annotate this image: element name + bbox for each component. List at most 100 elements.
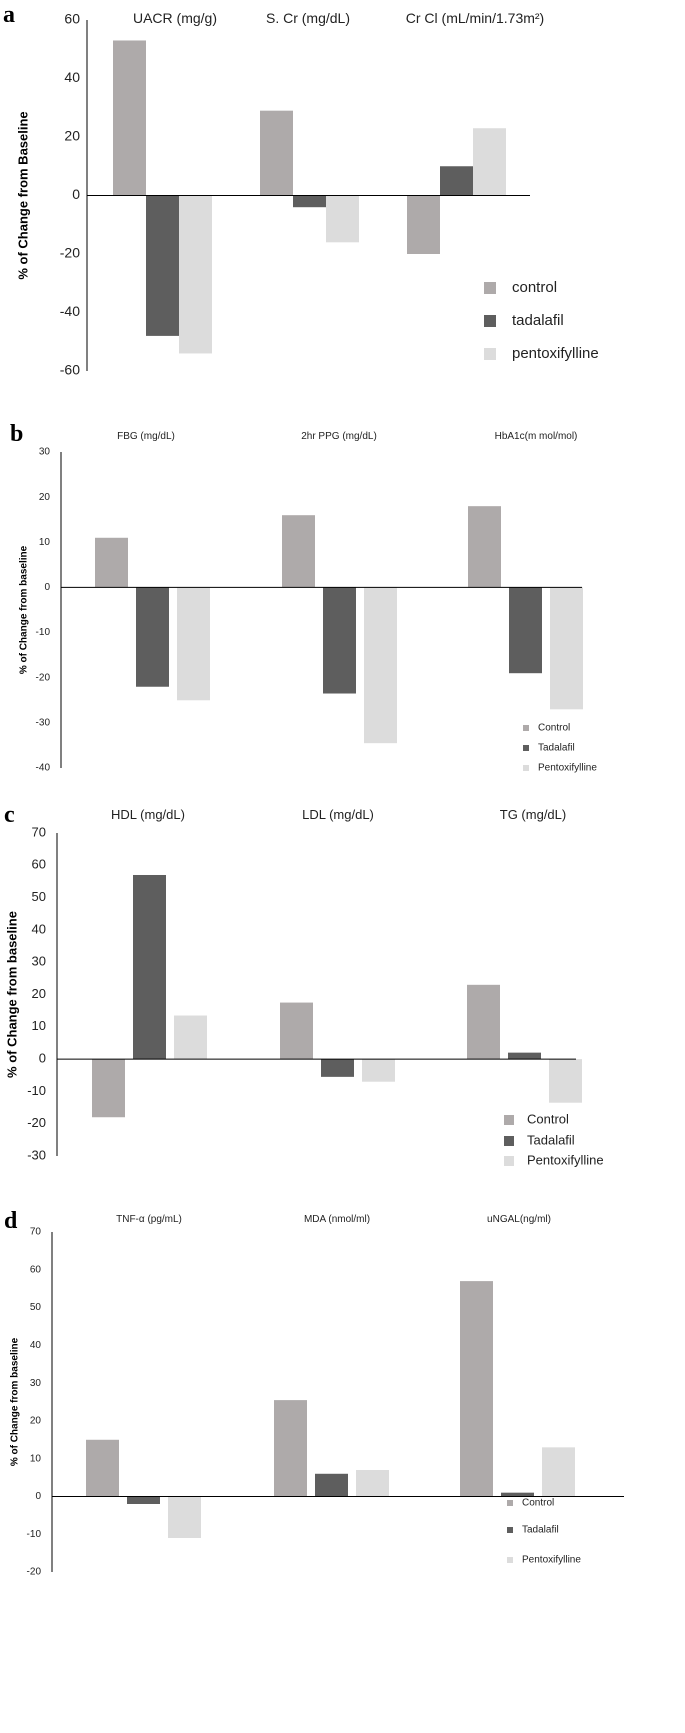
legend-swatch-pentoxifylline [507,1557,513,1563]
legend-swatch-tadalafil [523,745,529,751]
category-label: TNF-α (pg/mL) [116,1214,182,1225]
y-tick-label: 0 [39,1051,46,1066]
y-tick-label: 50 [30,1302,42,1313]
legend-swatch-pentoxifylline [484,348,496,360]
category-label: Cr Cl (mL/min/1.73m²) [406,10,544,26]
y-tick-label: 20 [39,492,51,503]
category-label: UACR (mg/g) [133,10,217,26]
y-tick-label: 40 [64,69,80,85]
category-label: 2hr PPG (mg/dL) [301,431,377,442]
bar-control-3 [460,1281,493,1497]
y-tick-label: 10 [30,1453,42,1464]
category-label: HDL (mg/dL) [111,807,185,822]
panel-letter-d: d [4,1208,18,1234]
bar-tadalafil-3 [501,1492,534,1497]
bar-tadalafil-1 [146,195,179,336]
legend-label-pentoxifylline: pentoxifylline [512,345,599,362]
y-tick-label: -30 [27,1147,46,1162]
legend-label-pentoxifylline: Pentoxifylline [527,1152,604,1167]
legend-swatch-control [523,725,529,731]
bar-control-3 [407,195,440,254]
y-tick-label: 20 [32,986,46,1001]
y-tick-label: 50 [32,889,46,904]
bar-pentoxifylline-3 [473,128,506,196]
y-tick-label: -20 [36,672,51,683]
legend-swatch-tadalafil [484,315,496,327]
bar-tadalafil-1 [127,1496,160,1504]
bar-tadalafil-3 [508,1052,541,1060]
y-tick-label: 0 [72,186,80,202]
legend-swatch-pentoxifylline [504,1156,514,1166]
category-label: S. Cr (mg/dL) [266,10,350,26]
y-axis-label: % of Change from baseline [10,1337,21,1466]
category-label: TG (mg/dL) [500,807,566,822]
y-tick-label: 40 [32,921,46,936]
bar-control-2 [274,1400,307,1497]
bar-pentoxifylline-3 [549,1059,582,1103]
y-axis-label: % of Change from Baseline [15,111,30,279]
legend-label-control: Control [538,723,570,734]
legend-label-pentoxifylline: Pentoxifylline [538,763,597,774]
legend-label-control: Control [527,1111,569,1126]
y-tick-label: -20 [60,245,80,261]
legend-swatch-control [504,1115,514,1125]
y-tick-label: 30 [39,447,51,458]
y-tick-label: 0 [35,1491,41,1502]
y-tick-label: -40 [36,763,51,774]
bar-control-1 [95,537,128,588]
y-tick-label: 60 [64,11,80,27]
y-tick-label: 40 [30,1340,42,1351]
y-tick-label: 30 [32,954,46,969]
bar-pentoxifylline-2 [356,1470,389,1497]
y-axis-label: % of Change from baseline [19,545,30,674]
bar-pentoxifylline-3 [542,1447,575,1497]
panel-letter-c: c [4,802,15,828]
bar-tadalafil-3 [509,587,542,674]
y-tick-label: 60 [30,1264,42,1275]
y-tick-label: 10 [39,537,51,548]
bar-tadalafil-1 [133,874,166,1060]
y-tick-label: -10 [27,1083,46,1098]
y-tick-label: -60 [60,362,80,378]
y-tick-label: 0 [44,582,50,593]
legend-swatch-tadalafil [507,1527,513,1533]
legend-label-tadalafil: Tadalafil [538,743,575,754]
bar-control-2 [280,1002,313,1060]
category-label: LDL (mg/dL) [302,807,374,822]
legend-label-control: Control [522,1498,554,1509]
legend-label-tadalafil: tadalafil [512,312,564,329]
y-tick-label: 30 [30,1378,42,1389]
bar-control-3 [468,506,501,588]
panel-letter-a: a [3,2,15,28]
y-tick-label: 70 [30,1227,42,1238]
y-tick-label: -20 [27,1115,46,1130]
y-tick-label: 20 [64,128,80,144]
y-tick-label: 20 [30,1416,42,1427]
category-label: HbA1c(m mol/mol) [495,431,578,442]
bar-control-3 [467,984,500,1060]
bar-tadalafil-2 [321,1059,354,1077]
bar-pentoxifylline-1 [179,195,212,354]
y-tick-label: -30 [36,717,51,728]
bar-control-2 [260,110,293,196]
legend-swatch-control [484,282,496,294]
bar-tadalafil-2 [315,1473,348,1497]
y-tick-label: -10 [36,627,51,638]
category-label: FBG (mg/dL) [117,431,175,442]
legend-swatch-control [507,1500,513,1506]
y-tick-label: -20 [27,1567,42,1578]
bar-control-1 [86,1439,119,1497]
legend-label-tadalafil: Tadalafil [527,1132,575,1147]
bar-pentoxifylline-2 [362,1059,395,1082]
bar-control-1 [113,40,146,196]
legend-label-tadalafil: Tadalafil [522,1525,559,1536]
legend-swatch-pentoxifylline [523,765,529,771]
legend-swatch-tadalafil [504,1136,514,1146]
y-axis-label: % of Change from baseline [4,911,19,1078]
bar-pentoxifylline-2 [326,195,359,243]
bar-tadalafil-3 [440,166,473,196]
bar-pentoxifylline-3 [550,587,583,710]
bar-tadalafil-1 [136,587,169,687]
category-label: MDA (nmol/ml) [304,1214,370,1225]
legend-label-pentoxifylline: Pentoxifylline [522,1555,581,1566]
